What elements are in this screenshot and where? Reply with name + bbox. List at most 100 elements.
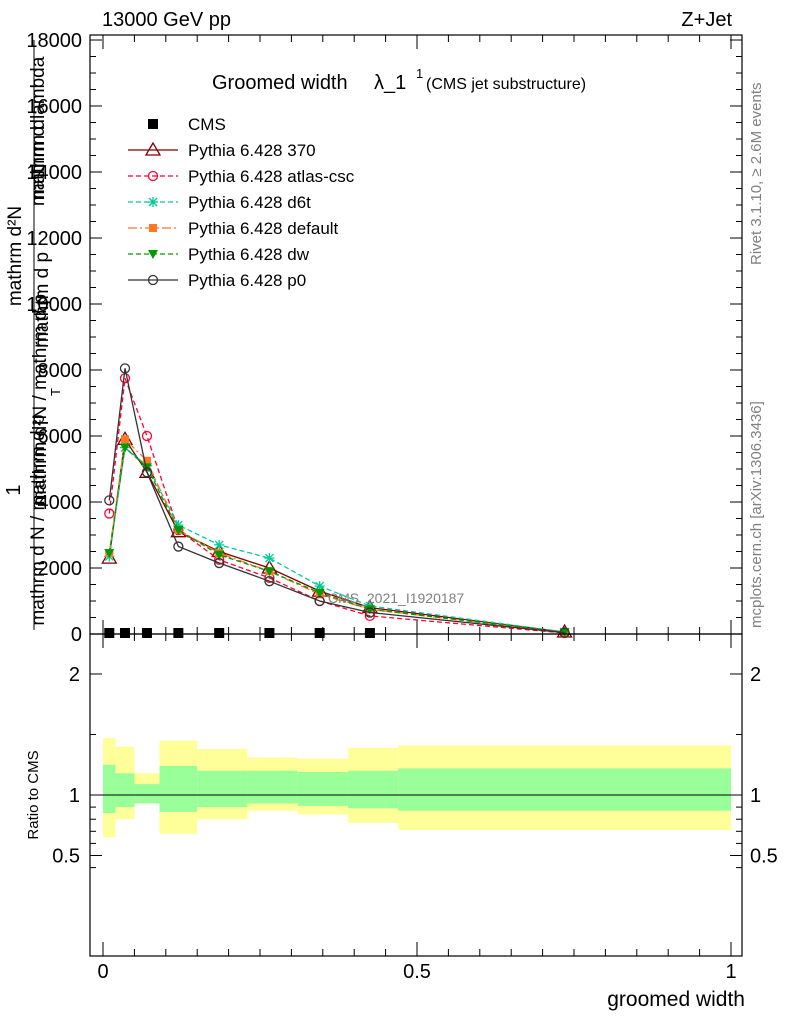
cms-point [264, 628, 275, 638]
point-p0 [119, 363, 131, 374]
ylabel-numerator: mathrm d²N [5, 206, 26, 306]
point-dw [264, 567, 275, 577]
cms-point [141, 628, 152, 638]
ratio-band-inner [247, 770, 298, 804]
header-left: 13000 GeV pp [102, 9, 231, 31]
legend-label: Pythia 6.428 default [188, 219, 339, 238]
cms-point [364, 628, 375, 638]
point-dw [104, 549, 115, 559]
main-ytick-label: 8000 [38, 360, 83, 382]
point-d6t [264, 553, 275, 564]
main-axis-ticks: 0 2000 4000 6000 8000 10000 12000 14000 16000 180… [26, 30, 742, 646]
point-dw [364, 605, 375, 615]
main-ytick-label: 18000 [26, 30, 82, 52]
ratio-ytick-label-right: 2 [750, 664, 761, 686]
point-p0 [141, 467, 153, 478]
point-atlas [104, 508, 115, 519]
point-p0 [559, 627, 570, 638]
main-ytick-label: 16000 [26, 96, 82, 118]
plot-title-text: Groomed width [212, 72, 348, 94]
xtick-label: 1 [725, 961, 736, 983]
point-dw [173, 526, 184, 536]
point-default [120, 435, 129, 444]
cms-point [119, 628, 130, 638]
point-dw [314, 588, 325, 598]
ratio-band-inner [134, 784, 160, 804]
legend-label: Pythia 6.428 370 [188, 141, 316, 160]
ylabel-one: 1 [3, 484, 25, 495]
legend-label: Pythia 6.428 p0 [188, 271, 306, 290]
ratio-bands [103, 738, 731, 838]
cms-point [314, 628, 325, 638]
ratio-ytick-label: 0.5 [52, 846, 80, 868]
point-d6t [173, 520, 184, 531]
legend-marker [148, 250, 158, 259]
legend-label: CMS [188, 115, 226, 134]
point-dw [119, 443, 130, 453]
ylabel-line3: mathrm dlambda [28, 56, 49, 199]
ylabel-overlap-b: T [48, 388, 63, 396]
point-atlas [141, 430, 153, 442]
ratio-plot: 0.5 0.5 1 1 2 2 0 0.5 1 [52, 633, 778, 983]
plot-title-sub: (CMS jet substructure) [426, 76, 586, 93]
series-line-dw [108, 446, 565, 634]
plot-title: Groomed width λ_1 1 (CMS jet substructur… [212, 66, 586, 94]
legend-label: Pythia 6.428 dw [188, 245, 310, 264]
ylabel-line2: mathrm d²N / mathrm d p [30, 294, 51, 506]
main-ytick-label: 10000 [26, 294, 82, 316]
legend-marker [149, 224, 157, 232]
main-series [101, 363, 573, 639]
legend-label: Pythia 6.428 atlas-csc [188, 167, 355, 186]
ratio-band-inner [398, 768, 731, 811]
rivet-label: Rivet 3.1.10, ≥ 2.6M events [748, 83, 765, 266]
ratio-ytick-label-right: 0.5 [750, 846, 778, 868]
ratio-band-inner [197, 770, 248, 808]
main-ytick-label: 12000 [26, 228, 82, 250]
plot-title-sup: 1 [416, 66, 423, 81]
ratio-band-inner [115, 773, 135, 808]
legend-marker [147, 274, 159, 286]
header-right: Z+Jet [681, 9, 732, 31]
ratio-axis-ticks: 0.5 0.5 1 1 2 2 0 0.5 1 [52, 634, 778, 983]
ratio-band-inner [159, 765, 198, 812]
point-p0 [173, 541, 184, 552]
point-p0 [104, 495, 115, 506]
point-p0 [264, 576, 275, 587]
main-ytick-label: 2000 [38, 558, 83, 580]
plot-title-symbol: λ_1 [374, 72, 406, 94]
cms-point [104, 628, 115, 638]
legend: CMS Pythia 6.428 370 Pythia 6.428 atlas-cs… [128, 115, 355, 290]
ylabel-overlap-a: mathrm d N / mathrm d p [28, 414, 49, 625]
legend-marker [144, 141, 162, 156]
ratio-band-inner [297, 772, 348, 806]
main-plot: 0 2000 4000 6000 8000 10000 12000 14000 16000 180… [26, 30, 743, 646]
ylabel-line1: mathrm d [28, 126, 49, 206]
point-p0 [214, 557, 225, 569]
cms-point [173, 628, 184, 638]
main-ytick-label: 14000 [26, 162, 82, 184]
point-p0 [314, 595, 325, 607]
main-ytick-label: 0 [71, 624, 82, 646]
ylabel-line4: mathrm d p [32, 252, 53, 348]
main-ytick-label: 6000 [38, 426, 83, 448]
main-ylabel: mathrm d²N mathrm d mathrm dlambda mathr… [3, 40, 63, 630]
main-ytick-label: 4000 [38, 492, 83, 514]
point-default [142, 456, 151, 465]
legend-marker [148, 119, 158, 129]
xtick-label: 0.5 [403, 961, 431, 983]
ratio-ytick-label: 2 [69, 664, 80, 686]
series-line-p0 [108, 368, 565, 634]
ratio-band-inner [103, 764, 116, 814]
analysis-watermark: CMS_2021_I1920187 [328, 590, 464, 606]
mcplots-label: mcplots.cern.ch [arXiv:1306.3436] [748, 401, 765, 628]
ratio-ytick-label: 1 [69, 785, 80, 807]
point-p0 [364, 607, 376, 618]
point-d6t [214, 539, 225, 550]
ratio-band-inner [347, 770, 399, 809]
point-d6t [314, 581, 325, 592]
legend-marker [147, 170, 159, 182]
ratio-ylabel: Ratio to CMS [25, 750, 42, 839]
ratio-ytick-label-right: 1 [750, 785, 761, 807]
cms-point [214, 628, 225, 638]
